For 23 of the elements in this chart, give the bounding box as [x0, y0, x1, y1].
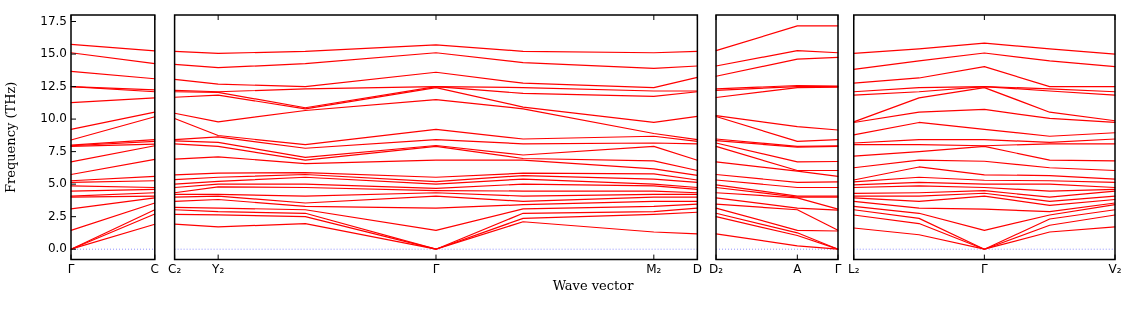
- y-tick-label: 0.0: [47, 241, 67, 256]
- x-tick-label: Γ: [67, 261, 75, 276]
- y-tick-label: 17.5: [40, 13, 67, 28]
- x-tick-label: D₂: [708, 261, 724, 276]
- x-axis-title: Wave vector: [552, 278, 634, 293]
- x-tick-label: Y₂: [211, 261, 225, 276]
- x-tick-label: C₂: [167, 261, 182, 276]
- x-tick-label: C: [150, 261, 160, 276]
- x-tick-label: M₂: [646, 261, 662, 276]
- y-tick-label: 2.5: [47, 208, 67, 223]
- y-tick-label: 7.5: [47, 143, 67, 158]
- x-tick-label: Γ: [432, 261, 440, 276]
- x-tick-label: Γ: [834, 261, 842, 276]
- x-tick-label: Γ: [981, 261, 989, 276]
- y-tick-label: 10.0: [40, 111, 67, 126]
- x-tick-label: A: [793, 261, 803, 276]
- x-tick-label: L₂: [848, 261, 860, 276]
- y-tick-label: 5.0: [47, 176, 67, 191]
- y-tick-label: 12.5: [40, 78, 67, 93]
- x-tick-label: V₂: [1108, 261, 1122, 276]
- y-tick-label: 15.0: [40, 46, 67, 61]
- y-axis-title: Frequency (THz): [3, 81, 19, 194]
- x-tick-label: D: [692, 261, 702, 276]
